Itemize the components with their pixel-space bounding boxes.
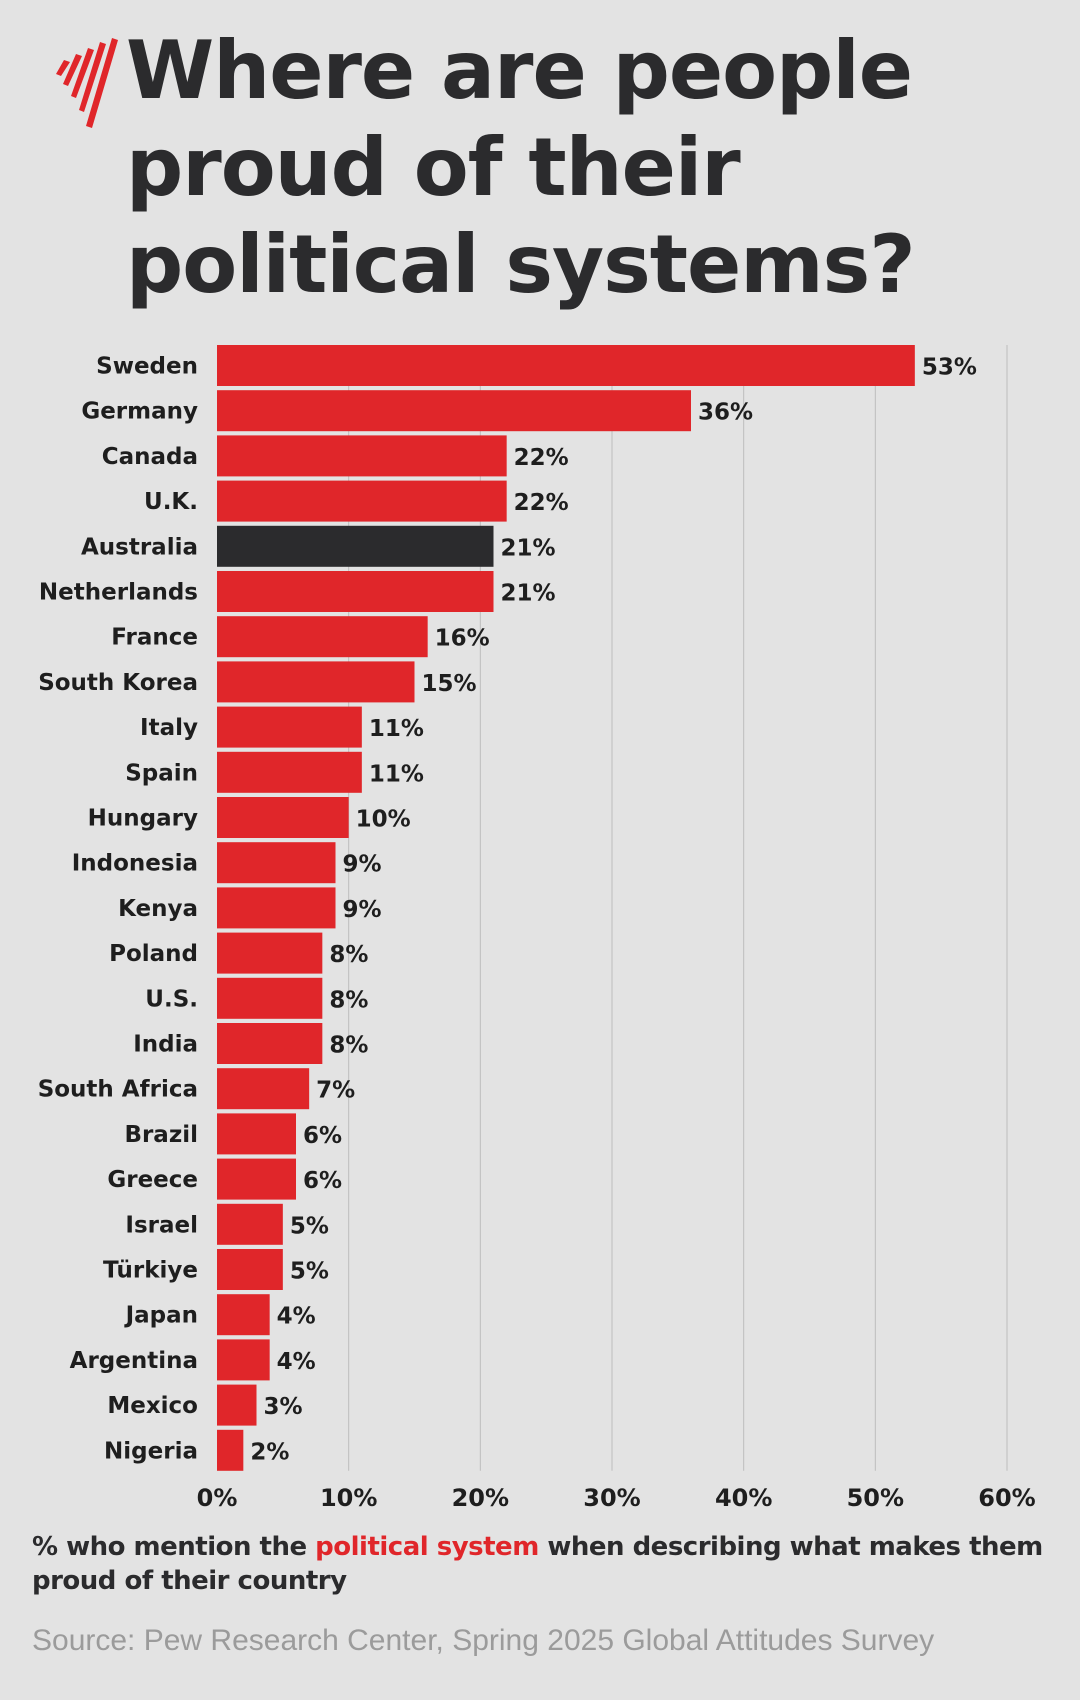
bar-japan xyxy=(217,1294,270,1336)
data-label: 2% xyxy=(250,1439,289,1465)
category-label: Netherlands xyxy=(39,580,198,606)
category-label: Sweden xyxy=(96,354,198,380)
data-label: 21% xyxy=(501,581,556,607)
x-tick-label: 60% xyxy=(978,1484,1035,1512)
category-label: Greece xyxy=(107,1167,198,1193)
category-label: Japan xyxy=(124,1303,198,1329)
data-label: 7% xyxy=(316,1078,355,1104)
data-label: 5% xyxy=(290,1213,329,1239)
bar-nigeria xyxy=(217,1429,244,1471)
data-label: 3% xyxy=(264,1394,303,1420)
sbs-logo xyxy=(56,38,118,128)
bar-hungary xyxy=(217,797,349,838)
bar-spain xyxy=(217,751,362,793)
data-label: 4% xyxy=(277,1349,316,1375)
bar-t-rkiye xyxy=(217,1249,283,1290)
data-label: 8% xyxy=(329,1033,368,1059)
data-label: 8% xyxy=(329,987,368,1013)
category-label: Hungary xyxy=(88,806,198,832)
category-label: U.S. xyxy=(145,986,198,1012)
bar-south-africa xyxy=(217,1068,310,1110)
subtitle-highlight: political system xyxy=(315,1532,539,1562)
data-label: 21% xyxy=(501,535,556,561)
category-label: South Korea xyxy=(38,670,198,696)
x-tick-label: 50% xyxy=(847,1484,904,1512)
data-label: 4% xyxy=(277,1304,316,1330)
category-label: Spain xyxy=(125,760,198,786)
bar-u-k- xyxy=(217,480,507,522)
bar-mexico xyxy=(217,1384,257,1426)
bar-israel xyxy=(217,1203,283,1245)
category-label: India xyxy=(133,1032,198,1058)
data-label: 8% xyxy=(329,942,368,968)
x-tick-label: 10% xyxy=(320,1484,377,1512)
bar-brazil xyxy=(217,1113,296,1155)
bar-sweden xyxy=(217,345,915,386)
bar-greece xyxy=(217,1158,296,1200)
x-tick-label: 30% xyxy=(583,1484,640,1512)
data-label: 36% xyxy=(698,400,753,426)
data-label: 9% xyxy=(343,897,382,923)
bar-indonesia xyxy=(217,842,336,884)
data-label: 9% xyxy=(343,852,382,878)
category-label: Poland xyxy=(109,941,198,967)
data-label: 16% xyxy=(435,626,490,652)
chart-title: Where are people proud of their politica… xyxy=(126,24,916,311)
bar-india xyxy=(217,1023,323,1064)
category-label: Türkiye xyxy=(103,1258,198,1284)
bar-south-korea xyxy=(217,661,415,703)
source-note: Source: Pew Research Center, Spring 2025… xyxy=(32,1624,935,1657)
bar-canada xyxy=(217,435,507,477)
category-label: Germany xyxy=(81,399,198,425)
x-tick-label: 20% xyxy=(452,1484,509,1512)
category-label: Australia xyxy=(81,534,198,560)
x-tick-label: 0% xyxy=(197,1484,238,1512)
category-label: Indonesia xyxy=(72,851,198,877)
data-label: 15% xyxy=(422,671,477,697)
category-label: U.K. xyxy=(144,489,198,515)
data-label: 22% xyxy=(514,445,569,471)
bar-germany xyxy=(217,390,691,432)
category-label: Kenya xyxy=(118,896,198,922)
data-label: 11% xyxy=(369,716,424,742)
bar-australia xyxy=(217,525,494,567)
category-label: Brazil xyxy=(124,1122,198,1148)
bar-u-s- xyxy=(217,977,323,1019)
bar-poland xyxy=(217,932,323,974)
bar-france xyxy=(217,616,428,658)
category-label: France xyxy=(111,625,198,651)
category-label: Italy xyxy=(140,715,198,741)
data-label: 10% xyxy=(356,807,411,833)
data-label: 6% xyxy=(303,1168,342,1194)
data-label: 53% xyxy=(922,355,977,381)
chart-subtitle: % who mention the political system when … xyxy=(32,1530,1062,1598)
category-label: South Africa xyxy=(38,1077,198,1103)
bar-italy xyxy=(217,706,362,748)
category-label: Nigeria xyxy=(104,1438,198,1464)
data-label: 6% xyxy=(303,1123,342,1149)
data-label: 5% xyxy=(290,1259,329,1285)
data-label: 22% xyxy=(514,490,569,516)
category-label: Israel xyxy=(125,1212,198,1238)
data-label: 11% xyxy=(369,761,424,787)
category-label: Mexico xyxy=(107,1393,198,1419)
category-label: Canada xyxy=(102,444,198,470)
bar-netherlands xyxy=(217,571,494,612)
subtitle-text-end: when describing what makes them proud of… xyxy=(32,1532,1043,1596)
subtitle-text: % who mention the xyxy=(32,1532,316,1562)
bar-argentina xyxy=(217,1339,270,1381)
x-tick-label: 40% xyxy=(715,1484,772,1512)
category-label: Argentina xyxy=(70,1348,198,1374)
bar-kenya xyxy=(217,887,336,929)
